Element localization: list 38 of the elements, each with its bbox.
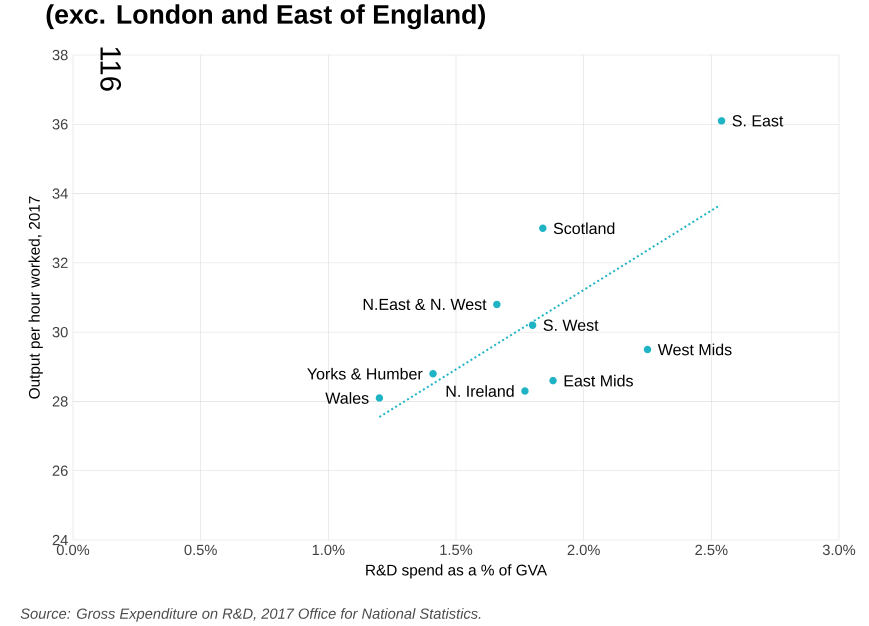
point	[539, 224, 547, 232]
series-label: Scotland	[554, 222, 614, 234]
y-tick-label: 28	[52, 396, 68, 407]
series-label: S. East	[732, 115, 784, 126]
series-label: N.East & N. West	[364, 298, 486, 310]
series-label: East Mids	[564, 374, 633, 387]
point	[493, 300, 501, 308]
y-tick-label: 34	[52, 188, 68, 199]
x-tick-label: 2.0%	[568, 544, 600, 556]
y-tick-label: 38	[52, 50, 68, 60]
point	[549, 376, 557, 384]
x-tick-label: 2.5%	[695, 544, 728, 556]
y-axis-title: Output per hour worked, 2017	[28, 196, 43, 399]
x-tick-label: 1.0%	[312, 544, 345, 556]
series-label: S. West	[544, 320, 598, 331]
series-label: N. Ireland	[446, 385, 514, 397]
x-axis-title: R&D spend as a % of GVA	[366, 564, 547, 579]
y-tick-label: 24	[52, 534, 68, 546]
point	[376, 394, 384, 402]
point	[718, 117, 726, 125]
source-note: Source: Gross Expenditure on R&D, 2017 Office for National Statistics.	[20, 608, 480, 622]
x-tick-label: 3.0%	[822, 544, 856, 556]
x-tick-label: 0.0%	[56, 544, 90, 556]
y-tick-label: 36	[52, 119, 68, 130]
x-tick-label: 1.5%	[440, 544, 472, 556]
series-label: Wales	[325, 392, 369, 404]
y-tick-label: 30	[52, 326, 68, 338]
series-label: West Mids	[658, 344, 732, 356]
point	[644, 346, 652, 354]
annotation: 116	[100, 48, 122, 91]
point	[429, 370, 437, 378]
series-label: Yorks & Humber	[307, 368, 422, 380]
chart-title: (exc. London and East of England)	[46, 4, 485, 30]
y-tick-label: 32	[52, 258, 68, 268]
point	[528, 321, 536, 329]
x-tick-label: 0.5%	[184, 544, 217, 556]
y-tick-label: 26	[52, 466, 68, 476]
point	[521, 387, 529, 395]
